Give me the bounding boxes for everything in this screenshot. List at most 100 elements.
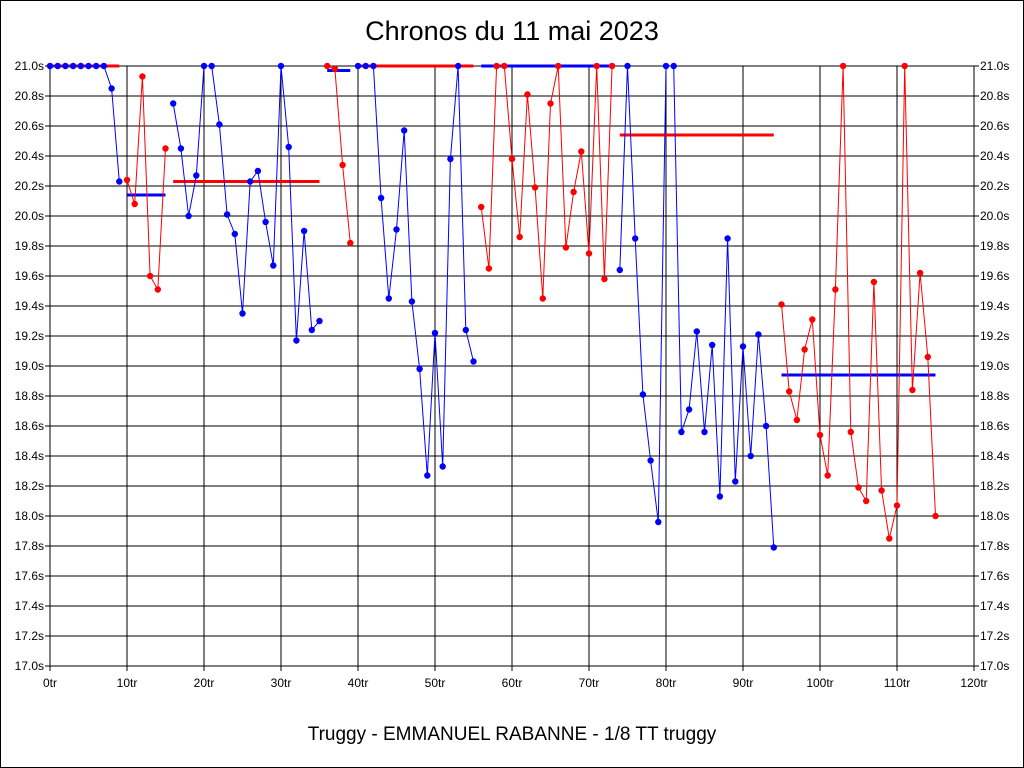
x-tick-label: 40tr [348,676,369,690]
red-data-point [839,62,847,70]
red-data-point [478,203,485,211]
blue-data-point [732,478,739,485]
red-data-point [608,62,616,70]
red-data-point [578,148,585,155]
blue-data-point [185,212,192,220]
blue-data-point [208,62,215,70]
blue-data-point [354,62,362,70]
red-data-point [801,346,808,353]
y-tick-label-right: 20.2s [980,179,1009,193]
y-tick-label: 18.2s [15,479,44,493]
y-tick-label: 19.4s [15,299,44,313]
y-tick-label-right: 19.4s [980,299,1009,313]
red-data-point [786,388,793,395]
blue-data-point [670,62,677,70]
red-data-point [901,62,908,70]
y-tick-label: 20.4s [15,149,44,163]
blue-data-point [724,235,731,242]
blue-data-point [701,428,708,436]
blue-data-point [385,295,392,302]
blue-data-point [77,62,85,70]
red-data-point [347,239,354,247]
red-data-point [339,161,346,169]
blue-data-point [431,329,439,337]
blue-data-point [716,493,724,500]
y-tick-label: 19.6s [15,269,44,283]
red-data-point [886,535,893,542]
blue-data-point [662,62,670,70]
red-data-point [855,484,862,491]
blue-data-point [393,226,400,233]
blue-data-point [200,62,208,70]
grid-layer [45,65,979,671]
blue-data-point [93,62,100,70]
red-data-point [601,275,608,283]
red-data-point [847,428,854,436]
red-data-point [501,62,508,70]
y-tick-label-right: 18.4s [980,449,1009,463]
red-data-point [778,301,785,308]
blue-data-point [470,358,477,365]
series-layer [46,62,939,551]
blue-data-point [54,62,61,70]
blue-series-line [358,65,474,476]
x-tick-label: 60tr [502,676,523,690]
red-data-point [824,472,831,479]
red-data-point [916,269,924,277]
red-data-point [909,386,916,394]
blue-data-point [762,422,770,430]
red-data-point [793,416,801,424]
y-tick-label: 19.2s [15,329,44,343]
blue-data-point [678,428,685,436]
blue-data-point [293,337,300,344]
x-tick-label: 110tr [884,676,910,690]
blue-data-point [655,518,662,526]
red-data-point [154,286,161,293]
y-tick-label-right: 18.8s [980,389,1009,403]
blue-data-point [116,178,123,185]
red-data-point [146,272,154,280]
red-data-point [162,145,169,152]
red-data-point [585,250,593,257]
y-tick-label: 17.6s [15,569,44,583]
red-data-point [547,100,554,107]
y-tick-label: 20.0s [15,209,44,223]
blue-data-point [447,155,454,163]
blue-data-point [170,100,177,107]
y-tick-label-right: 20.8s [980,89,1009,103]
y-tick-label: 18.4s [15,449,44,463]
x-tick-label: 0tr [43,676,57,690]
blue-data-point [223,211,231,218]
y-tick-label-right: 17.0s [980,659,1009,673]
red-data-point [870,278,878,286]
x-tick-label: 30tr [271,676,292,690]
blue-data-point [85,62,92,70]
blue-data-point [439,463,446,470]
red-data-point [131,200,138,208]
blue-data-point [285,143,292,151]
tick-labels-layer: 17.0s 17.0s 17.2s 17.2s 17.4s 17.4s 17.6s 17.6s… [15,59,1010,690]
red-data-point [516,233,523,241]
red-data-point [531,184,539,191]
blue-data-point [401,127,408,134]
x-tick-label: 120tr [960,676,987,690]
red-data-point [863,497,870,505]
blue-data-point [193,172,200,179]
y-tick-label-right: 18.0s [980,509,1009,523]
blue-data-point [239,310,246,317]
x-tick-label: 90tr [733,676,754,690]
y-tick-label: 20.8s [15,89,44,103]
blue-series-line [50,65,120,182]
y-tick-label-right: 18.2s [980,479,1009,493]
y-tick-label: 20.2s [15,179,44,193]
y-tick-label-right: 20.4s [980,149,1009,163]
y-tick-label: 17.4s [15,599,44,613]
x-tick-label: 70tr [579,676,600,690]
red-data-point [524,91,531,98]
blue-data-point [709,341,716,349]
chart-title: Chronos du 11 mai 2023 [365,16,659,46]
red-data-point [809,316,816,323]
blue-data-point [216,121,223,128]
red-series-line [327,65,351,244]
y-tick-label-right: 20.6s [980,119,1009,133]
